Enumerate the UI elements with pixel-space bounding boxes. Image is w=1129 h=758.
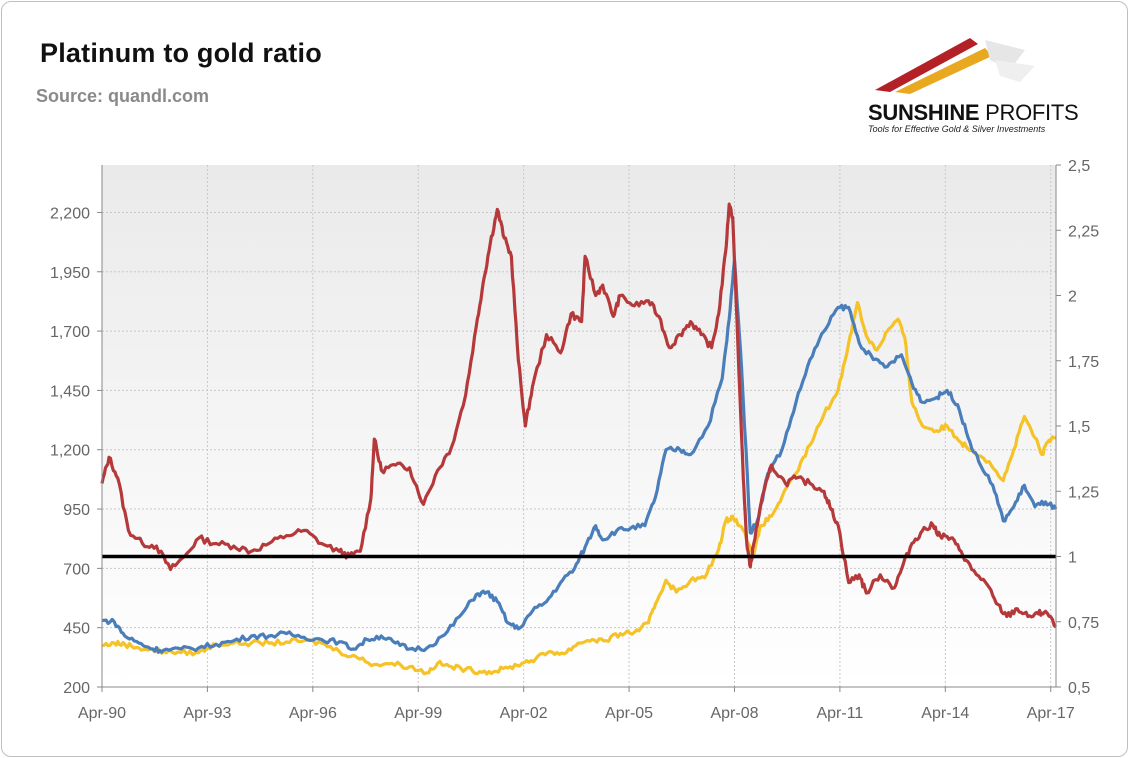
x-tick-label: Apr-08 xyxy=(710,705,758,722)
series-line-platinum-price xyxy=(101,258,1058,654)
chart-source: Source: quandl.com xyxy=(36,86,210,106)
y-left-tick-label: 200 xyxy=(63,680,90,697)
x-tick-label: Apr-02 xyxy=(500,705,548,722)
y-left-tick-label: 700 xyxy=(63,561,90,578)
y-left-tick-label: 2,200 xyxy=(50,205,90,222)
x-tick-label: Apr-17 xyxy=(1027,705,1075,722)
y-right-tick-label: 2,5 xyxy=(1068,158,1090,175)
y-right-axis-ticks: 2,5 2,25 2 1,75 1,5 1,25 1 0,75 0,5 xyxy=(1056,158,1099,697)
y-right-tick-label: 1,25 xyxy=(1068,484,1099,501)
series-line-platinum-to-gold-ratio xyxy=(100,202,1058,629)
chart-title: Platinum to gold ratio xyxy=(40,38,322,68)
y-right-tick-label: 0,5 xyxy=(1068,680,1090,697)
y-right-tick-label: 1,5 xyxy=(1068,419,1090,436)
y-right-tick-label: 1,75 xyxy=(1068,354,1099,371)
y-left-tick-label: 950 xyxy=(63,502,90,519)
y-left-tick-label: 1,700 xyxy=(50,324,90,341)
x-tick-label: Apr-05 xyxy=(605,705,653,722)
grid-lines xyxy=(102,165,1056,687)
y-right-tick-label: 1 xyxy=(1068,550,1077,567)
y-left-tick-label: 1,450 xyxy=(50,383,90,400)
y-right-tick-label: 2 xyxy=(1068,289,1077,306)
logo-tagline: Tools for Effective Gold & Silver Invest… xyxy=(868,124,1046,134)
y-left-tick-label: 1,200 xyxy=(50,443,90,460)
series-layer xyxy=(100,202,1058,676)
x-tick-label: Apr-93 xyxy=(183,705,231,722)
logo-name: SUNSHINE PROFITS xyxy=(868,100,1079,125)
y-right-tick-label: 0,75 xyxy=(1068,615,1099,632)
y-left-tick-label: 450 xyxy=(63,621,90,638)
x-tick-label: Apr-99 xyxy=(394,705,442,722)
sunshine-profits-logo: SUNSHINE PROFITS Tools for Effective Gol… xyxy=(860,30,1090,140)
y-right-tick-label: 2,25 xyxy=(1068,223,1099,240)
logo-swoosh-icon xyxy=(875,38,1035,94)
x-tick-label: Apr-96 xyxy=(289,705,337,722)
series-line-gold-price xyxy=(101,301,1057,676)
x-tick-label: Apr-11 xyxy=(816,705,863,722)
y-left-tick-label: 1,950 xyxy=(50,265,90,282)
x-axis-ticks: Apr-90 Apr-93 Apr-96 Apr-99 Apr-02 Apr-05 Apr-… xyxy=(78,687,1075,722)
y-left-axis-ticks: 2,200 1,950 1,700 1,450 1,200 950 700 450 200 xyxy=(50,205,102,697)
x-tick-label: Apr-14 xyxy=(921,705,969,722)
x-tick-label: Apr-90 xyxy=(78,705,126,722)
plot-area xyxy=(102,165,1056,687)
